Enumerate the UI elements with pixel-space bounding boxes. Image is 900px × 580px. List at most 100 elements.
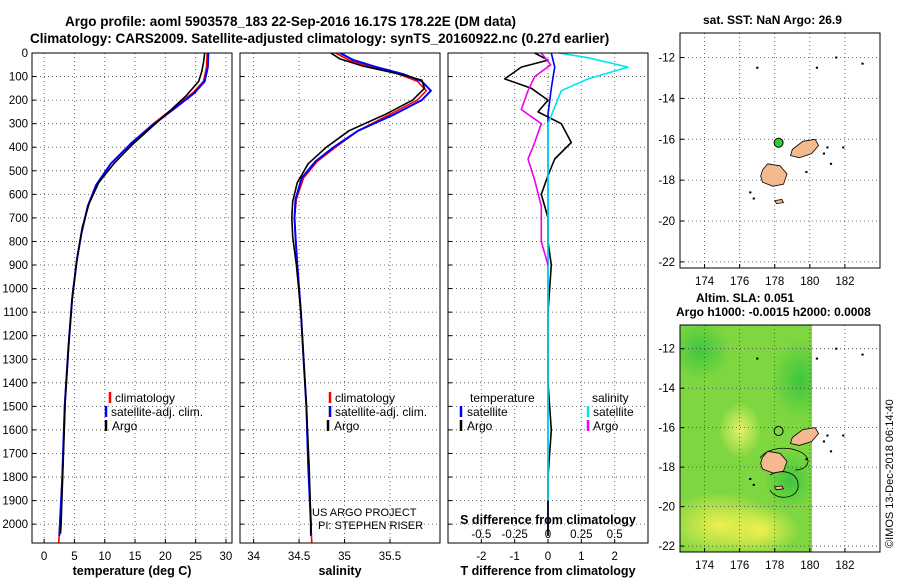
island-viti-levu xyxy=(760,163,788,187)
x-tick-label: 35 xyxy=(338,551,351,563)
depth-tick-label: 400 xyxy=(9,142,28,154)
islet xyxy=(829,162,833,165)
islet xyxy=(756,66,759,69)
island-vanua-levu xyxy=(789,138,820,159)
islet xyxy=(822,152,826,155)
sla-map: 174 176 178 180 182 -12 -14 -16 -18 -20 -22 xyxy=(658,324,881,572)
depth-tick-label: 200 xyxy=(9,95,28,107)
x-tick-label: 0 xyxy=(545,551,551,563)
depth-tick-label: 1100 xyxy=(3,307,28,319)
map-x-tick-label: 182 xyxy=(835,560,854,572)
depth-tick-label: 1800 xyxy=(2,472,28,484)
s-tick-label: 0.25 xyxy=(570,529,592,541)
depth-tick-label: 600 xyxy=(9,189,28,201)
diff-legend-s-argo-label: Argo xyxy=(593,419,619,433)
map-y-tick-label: -18 xyxy=(658,175,675,187)
depth-tick-label: 700 xyxy=(9,213,28,225)
map-x-tick-label: 180 xyxy=(800,276,819,288)
salinity-panel: 34 34.5 35 35.5 salinity xyxy=(239,52,441,578)
imos-watermark: ©IMOS 13-Dec-2018 06:14:40 xyxy=(884,399,896,548)
diff-legend-t-satellite-label: satellite xyxy=(467,405,508,419)
depth-tick-label: 1600 xyxy=(2,425,28,437)
map-y-tick-label: -20 xyxy=(658,216,675,228)
x-tick-label: 30 xyxy=(220,551,233,563)
sal-legend-argo-label: Argo xyxy=(334,419,360,433)
project-line-2: PI: STEPHEN RISER xyxy=(318,520,423,532)
sla-low-blob xyxy=(680,325,730,380)
depth-tick-label: 2000 xyxy=(2,519,28,531)
map-y-tick-label: -12 xyxy=(658,344,675,356)
sla-low-blob xyxy=(772,340,812,420)
x-tick-label: 34.5 xyxy=(288,551,310,563)
depth-tick-label: 1900 xyxy=(2,496,28,508)
sla-map-title-2: Argo h1000: -0.0015 h2000: 0.0008 xyxy=(676,305,871,319)
islet xyxy=(826,146,829,149)
s-tick-label: -0.5 xyxy=(471,529,491,541)
diff-legend-t-argo-label: Argo xyxy=(467,419,493,433)
map-y-tick-label: -22 xyxy=(658,257,675,269)
x-tick-label: 35.5 xyxy=(379,551,401,563)
islet xyxy=(749,191,752,194)
islet xyxy=(826,434,829,437)
x-tick-label: 5 xyxy=(71,551,77,563)
islet xyxy=(842,434,845,437)
series-satellite xyxy=(58,52,210,536)
sal-legend-climatology-label: climatology xyxy=(335,391,395,405)
land-islands xyxy=(760,138,820,205)
depth-tick-label: 1500 xyxy=(2,401,28,413)
islet xyxy=(805,458,808,461)
map-x-tick-label: 176 xyxy=(730,560,749,572)
map-frame xyxy=(679,32,881,269)
sal-legend-satellite-label: satellite-adj. clim. xyxy=(335,405,427,419)
map-x-tick-label: 176 xyxy=(730,276,749,288)
temperature-panel: 0100200300400500600700800900100011001200… xyxy=(2,48,233,578)
islet xyxy=(815,66,819,69)
map-y-tick-label: -12 xyxy=(658,53,675,65)
sla-contour xyxy=(759,447,809,471)
map-y-tick-label: -16 xyxy=(658,134,675,146)
islet xyxy=(861,353,864,356)
island-kadavu xyxy=(774,485,785,491)
map-y-tick-label: -14 xyxy=(658,93,675,105)
legend-argo-label: Argo xyxy=(112,419,138,433)
depth-tick-label: 1400 xyxy=(2,378,28,390)
salinity-legend: climatology satellite-adj. clim. Argo US… xyxy=(312,391,427,532)
map-x-tick-label: 182 xyxy=(835,276,854,288)
depth-tick-label: 1700 xyxy=(2,448,28,460)
map-x-tick-label: 174 xyxy=(695,276,715,288)
title-line-1: Argo profile: aoml 5903578_183 22-Sep-20… xyxy=(65,14,516,29)
x-tick-label: 2 xyxy=(611,551,617,563)
depth-tick-label: 900 xyxy=(9,260,28,272)
plot-frame xyxy=(239,52,441,544)
s-tick-label: 0.5 xyxy=(607,529,623,541)
islet xyxy=(829,450,833,453)
series-s-satellite xyxy=(547,52,629,501)
islet xyxy=(835,347,838,350)
map-y-tick-label: -16 xyxy=(658,423,675,435)
temperature-legend: climatology satellite-adj. clim. Argo xyxy=(104,391,203,433)
islet xyxy=(805,170,808,173)
series-argo xyxy=(59,52,206,534)
depth-tick-label: 0 xyxy=(22,48,28,60)
x-axis-label: salinity xyxy=(318,564,361,578)
depth-tick-label: 1200 xyxy=(2,331,28,343)
island-viti-levu xyxy=(760,450,788,474)
title-line-2: Climatology: CARS2009. Satellite-adjuste… xyxy=(30,31,609,46)
s-tick-label: -0.25 xyxy=(502,529,528,541)
plot-frame xyxy=(447,52,649,544)
x-tick-label: -1 xyxy=(510,551,520,563)
x-tick-label: 10 xyxy=(98,551,111,563)
map-y-tick-label: -14 xyxy=(658,383,675,395)
map-y-tick-label: -20 xyxy=(658,502,675,514)
plot-frame xyxy=(31,52,233,544)
depth-tick-label: 100 xyxy=(9,72,28,84)
x-tick-label: 0 xyxy=(41,551,47,563)
islet xyxy=(752,483,755,486)
islet xyxy=(822,440,826,443)
map-y-tick-label: -18 xyxy=(658,462,675,474)
diff-legend-temperature-header: temperature xyxy=(470,391,535,405)
island-vanua-levu xyxy=(789,427,820,446)
depth-tick-label: 1300 xyxy=(2,354,28,366)
x-tick-label: 25 xyxy=(189,551,202,563)
